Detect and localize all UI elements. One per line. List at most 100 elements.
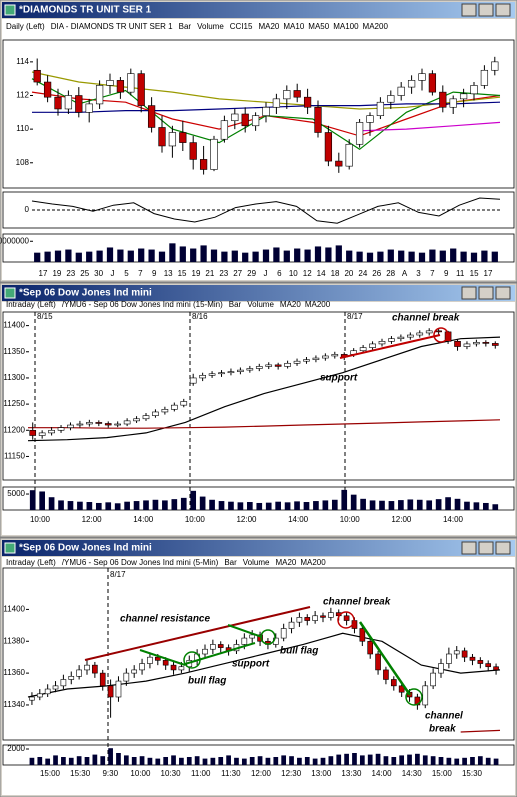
volume-bar — [470, 757, 475, 765]
candle-body — [477, 660, 484, 664]
close-button[interactable] — [495, 286, 511, 300]
x-tick-label: 11 — [456, 269, 465, 278]
candle-body — [439, 91, 447, 108]
minimize-button[interactable] — [461, 3, 477, 17]
candle-body — [178, 666, 185, 671]
candle-body — [231, 113, 239, 122]
volume-bar — [387, 249, 394, 262]
candle-body — [335, 160, 343, 167]
annotation: channel break — [392, 313, 460, 324]
x-tick-label: 12:00 — [391, 515, 412, 524]
candle-body — [406, 334, 414, 338]
candle-body — [293, 360, 301, 364]
maximize-button[interactable] — [478, 3, 494, 17]
date-label: 8/17 — [110, 570, 126, 579]
x-tick-label: 18 — [331, 269, 340, 278]
maximize-button[interactable] — [478, 541, 494, 555]
candle-body — [249, 634, 256, 639]
volume-bar — [209, 499, 215, 510]
close-button[interactable] — [495, 541, 511, 555]
candle-body — [95, 85, 104, 105]
chart-window: *DIAMONDS TR UNIT SER 1 Daily (Left) DIA -… — [0, 0, 517, 283]
y-tick-label: 108 — [16, 158, 30, 167]
volume-bar — [199, 496, 206, 510]
candle-body — [461, 650, 468, 658]
candle-body — [485, 663, 492, 668]
moving-average — [28, 419, 501, 429]
volume-bar — [114, 503, 121, 510]
trend-drawing — [84, 606, 311, 661]
volume-bar — [218, 757, 224, 765]
window-title: *Sep 06 Dow Jones Ind mini — [19, 543, 152, 554]
volume-bar — [86, 251, 93, 262]
candle-body — [453, 650, 460, 655]
minimize-button[interactable] — [461, 286, 477, 300]
candle-body — [116, 80, 125, 93]
candle-body — [199, 159, 208, 170]
candle-body — [67, 424, 74, 428]
candle-body — [162, 660, 169, 666]
legend-item: CCI15 — [230, 22, 253, 31]
candle-body — [304, 617, 311, 621]
volume-bar — [171, 499, 178, 510]
x-tick-label: 10:00 — [130, 769, 151, 778]
candle-body — [241, 113, 249, 127]
candle-body — [170, 664, 177, 671]
volume-bar — [377, 251, 384, 262]
candle-body — [262, 106, 270, 116]
moving-average — [27, 336, 501, 442]
y-tick-label: 11250 — [3, 399, 25, 408]
x-tick-label: 10:00 — [185, 515, 206, 524]
candle-body — [137, 73, 145, 106]
x-tick-label: 27 — [233, 269, 242, 278]
candle-body — [246, 368, 254, 371]
volume-bar — [234, 757, 239, 765]
candle-body — [359, 628, 366, 642]
maximize-button[interactable] — [478, 286, 494, 300]
volume-bar — [477, 756, 483, 765]
volume-bar — [341, 489, 348, 510]
volume-bar — [108, 748, 113, 765]
close-button[interactable] — [495, 3, 511, 17]
candle-body — [390, 679, 397, 687]
candle-body — [85, 103, 93, 113]
volume-bar — [247, 502, 253, 510]
candle-body — [288, 621, 295, 629]
candle-body — [397, 336, 405, 339]
window-icon — [4, 4, 16, 16]
panel-border — [2, 311, 515, 481]
y-tick-label: 11400 — [3, 321, 25, 330]
volume-bar — [398, 500, 404, 510]
volume-bar — [360, 498, 366, 510]
volume-bar — [303, 502, 310, 510]
volume-bar — [76, 756, 82, 765]
candle-body — [449, 98, 457, 108]
candle-body — [95, 422, 103, 424]
candle-body — [107, 685, 114, 698]
volume-bar — [265, 757, 271, 765]
volume-bar — [155, 758, 161, 765]
chart-body — [2, 19, 515, 280]
volume-bar — [460, 251, 467, 262]
y-tick-label: 112 — [16, 91, 29, 100]
volume-bar — [256, 502, 263, 510]
volume-bar — [29, 490, 36, 510]
minimize-button[interactable] — [461, 541, 477, 555]
volume-bar — [210, 757, 216, 765]
y-tick-label: 11200 — [3, 425, 25, 434]
trend-drawing — [184, 642, 256, 665]
candle-body — [422, 685, 429, 706]
volume-bar — [86, 502, 93, 510]
candle-body — [387, 95, 395, 103]
volume-bar — [202, 758, 208, 765]
legend-item: MA20 — [280, 300, 301, 309]
candle-body — [54, 96, 62, 110]
candle-body — [139, 663, 145, 671]
x-tick-label: 6 — [277, 269, 282, 278]
y-tick-label: 5000 — [7, 489, 25, 498]
volume-bar — [407, 754, 412, 765]
volume-bar — [379, 500, 385, 510]
y-tick-label: 20000000 — [0, 236, 30, 245]
candle-body — [369, 343, 376, 348]
candle-body — [168, 132, 177, 147]
